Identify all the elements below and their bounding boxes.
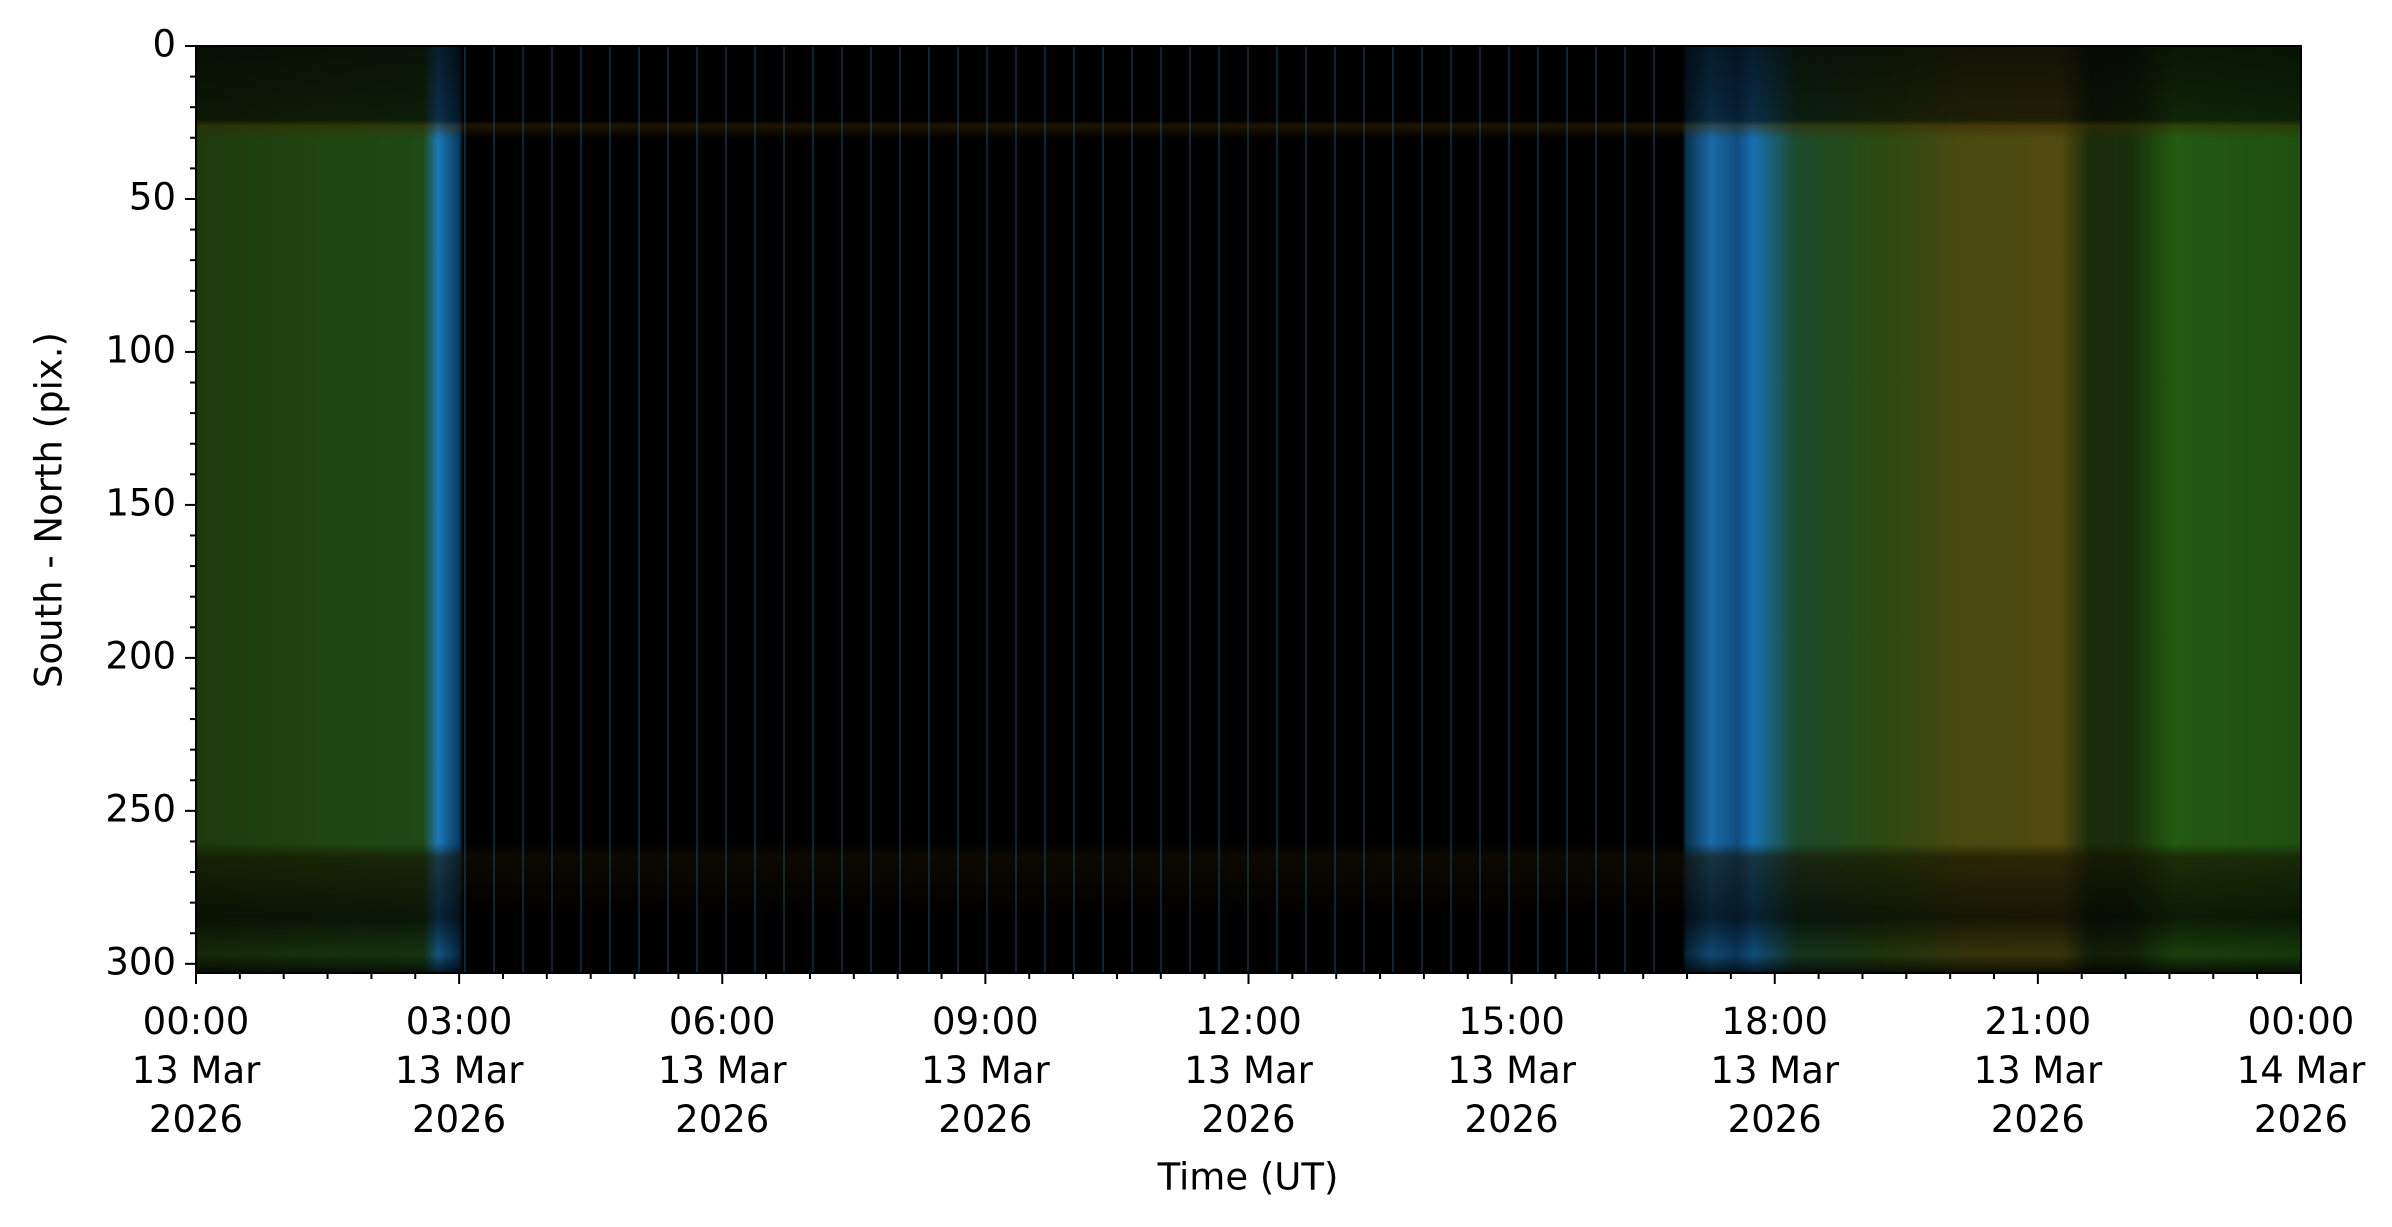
x-tick-label: 09:00 13 Mar 2026 [921, 1000, 1050, 1141]
y-tick-label: 100 [105, 328, 176, 371]
y-tick-label: 0 [152, 23, 176, 66]
x-tick-label: 15:00 13 Mar 2026 [1447, 1000, 1576, 1141]
y-tick-label: 50 [129, 175, 176, 218]
x-tick-label: 12:00 13 Mar 2026 [1184, 1000, 1313, 1141]
y-tick-label: 150 [105, 481, 176, 524]
plot-frame [195, 45, 2302, 974]
keogram-streaks [464, 46, 1682, 973]
y-tick-label: 300 [105, 940, 176, 983]
y-tick-label: 200 [105, 634, 176, 677]
y-tick-label: 250 [105, 787, 176, 830]
x-tick-label: 03:00 13 Mar 2026 [394, 1000, 524, 1141]
x-tick-label: 00:00 14 Mar 2026 [2236, 1000, 2366, 1141]
x-axis-label: Time (UT) [1157, 1156, 1339, 1199]
y-axis-label: South - North (pix.) [28, 332, 71, 688]
x-tick-label: 06:00 13 Mar 2026 [657, 1000, 787, 1141]
keogram-image [196, 46, 2301, 973]
x-tick-label: 18:00 13 Mar 2026 [1710, 1000, 1840, 1141]
x-tick-label: 00:00 13 Mar 2026 [131, 1000, 261, 1141]
x-tick-label: 21:00 13 Mar 2026 [1973, 1000, 2103, 1141]
